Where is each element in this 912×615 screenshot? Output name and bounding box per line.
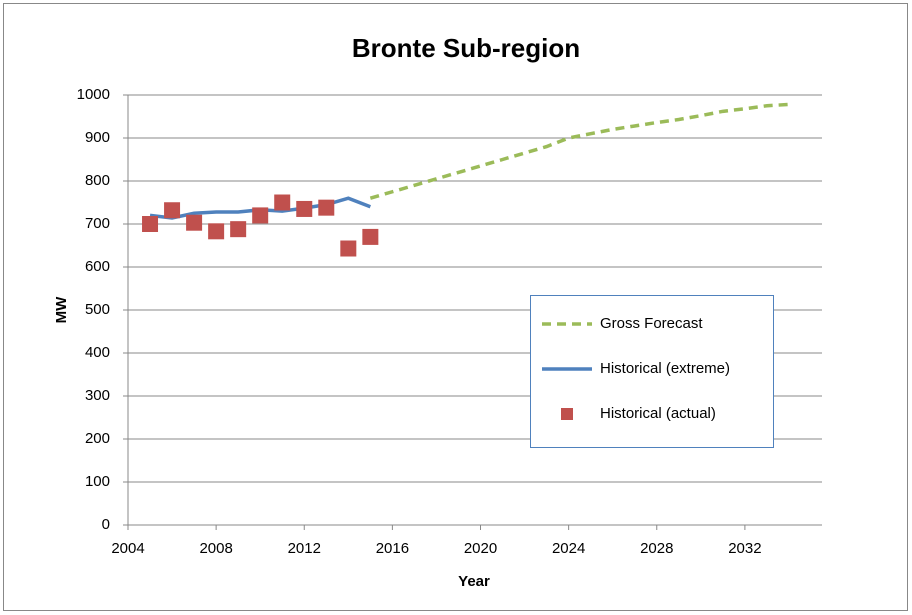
- x-tick-label: 2028: [640, 540, 673, 557]
- data-point: [208, 223, 225, 240]
- legend-label: Historical (actual): [600, 405, 716, 422]
- y-tick-label: 600: [85, 258, 110, 275]
- data-point: [186, 214, 203, 231]
- x-tick-label: 2004: [111, 540, 144, 557]
- y-tick-label: 200: [85, 430, 110, 447]
- series-line: [369, 102, 790, 200]
- y-tick-label: 300: [85, 387, 110, 404]
- y-tick-label: 1000: [77, 86, 110, 103]
- legend-label: Historical (extreme): [600, 360, 730, 377]
- x-tick-label: 2016: [376, 540, 409, 557]
- legend-label: Gross Forecast: [600, 315, 703, 332]
- legend: Gross Forecast Historical (extreme) Histor…: [530, 295, 774, 448]
- y-tick-label: 400: [85, 344, 110, 361]
- y-tick-label: 700: [85, 215, 110, 232]
- data-point: [340, 240, 357, 257]
- legend-swatch: [561, 408, 573, 420]
- legend-box: [530, 295, 774, 448]
- y-tick-label: 500: [85, 301, 110, 318]
- x-tick-label: 2012: [288, 540, 321, 557]
- chart-title: Bronte Sub-region: [352, 33, 580, 63]
- data-point: [164, 202, 181, 219]
- data-point: [142, 216, 159, 232]
- y-tick-label: 100: [85, 473, 110, 490]
- data-point: [296, 200, 313, 217]
- data-point: [318, 199, 335, 216]
- data-point: [274, 194, 291, 211]
- x-axis-title: Year: [458, 573, 490, 590]
- y-tick-label: 800: [85, 172, 110, 189]
- data-point: [252, 207, 269, 224]
- y-axis-title: MW: [53, 296, 70, 323]
- y-tick-label: 900: [85, 129, 110, 146]
- x-tick-label: 2020: [464, 540, 497, 557]
- x-tick-label: 2032: [728, 540, 761, 557]
- y-tick-label: 0: [102, 516, 110, 533]
- x-tick-label: 2008: [199, 540, 232, 557]
- data-point: [230, 221, 247, 238]
- x-tick-label: 2024: [552, 540, 585, 557]
- data-point: [362, 228, 379, 245]
